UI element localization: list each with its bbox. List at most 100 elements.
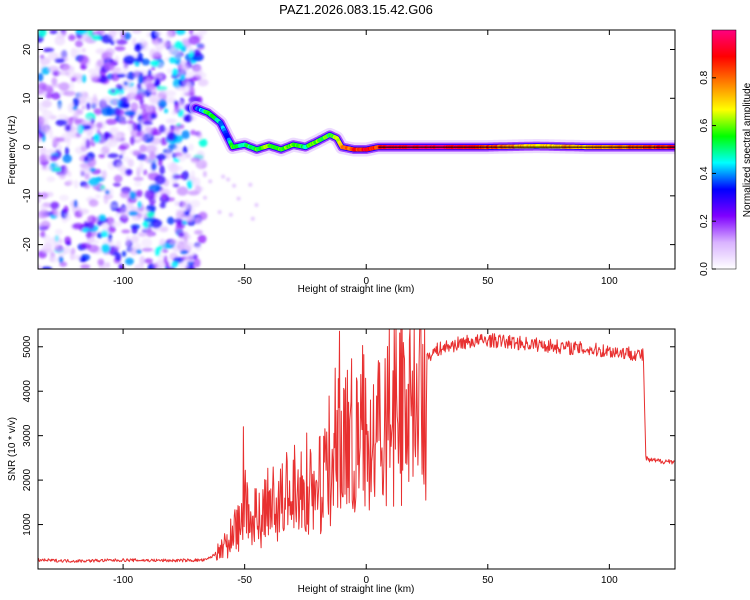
noise-blob <box>144 126 153 134</box>
noise-blob <box>41 124 49 135</box>
noise-blob <box>96 220 103 227</box>
noise-blob <box>154 77 161 88</box>
noise-blob <box>142 120 153 126</box>
noise-blob <box>39 57 51 66</box>
noise-blob <box>157 99 167 108</box>
noise-blob <box>176 186 189 196</box>
noise-blob <box>96 187 109 192</box>
noise-blob <box>135 249 142 254</box>
snr-panel: -100 -50 0 50 100 1000 2000 3000 4000 5000 Heigh… <box>7 328 676 595</box>
noise-blob <box>202 164 207 169</box>
noise-blob <box>127 119 135 125</box>
noise-blob <box>154 174 166 185</box>
noise-blob <box>150 219 163 229</box>
noise-blob <box>80 64 87 70</box>
noise-blob <box>159 88 167 94</box>
snr-series-line <box>38 329 675 563</box>
colorbar: 0.0 0.2 0.4 0.6 0.8 Normalized spectral ampl… <box>699 29 750 276</box>
noise-blob <box>103 141 112 150</box>
noise-blob <box>57 114 68 119</box>
noise-blob <box>45 86 54 91</box>
noise-blob <box>101 170 107 180</box>
noise-blob <box>88 177 100 187</box>
noise-blob <box>38 73 44 82</box>
noise-blob <box>155 153 167 161</box>
noise-blob <box>186 179 193 190</box>
noise-blob <box>168 49 175 55</box>
y-tick-label: 20 <box>22 44 33 56</box>
y-tick-label: -20 <box>22 237 33 252</box>
noise-blob <box>58 256 64 263</box>
noise-blob <box>67 102 76 113</box>
noise-blob <box>123 32 132 40</box>
noise-blob <box>93 108 103 115</box>
noise-blob <box>158 245 163 251</box>
spectrogram-y-axis-label: Frequency (Hz) <box>7 116 18 185</box>
noise-blob <box>119 102 129 109</box>
noise-blob <box>154 40 166 50</box>
noise-blob <box>102 223 109 232</box>
noise-blob <box>197 234 207 244</box>
noise-blob <box>192 49 201 57</box>
noise-blob <box>136 83 142 90</box>
y-tick-label: 1000 <box>22 513 33 536</box>
noise-blob <box>202 173 207 178</box>
noise-blob <box>47 65 59 72</box>
noise-blob <box>116 39 128 45</box>
noise-blob <box>254 203 259 207</box>
noise-blob <box>130 235 140 245</box>
noise-blob <box>99 148 105 153</box>
noise-blob <box>67 117 74 126</box>
noise-blob <box>175 30 186 35</box>
y-tick-label: 10 <box>22 92 33 104</box>
noise-blob <box>74 119 83 124</box>
noise-blob <box>143 221 149 229</box>
noise-blob <box>75 40 83 48</box>
noise-blob <box>130 135 135 146</box>
noise-blob <box>188 35 201 45</box>
noise-blob <box>180 63 187 73</box>
noise-blob <box>80 264 91 269</box>
noise-blob <box>168 56 177 64</box>
noise-blob <box>150 59 160 67</box>
noise-blob <box>185 153 192 159</box>
noise-blob <box>141 247 154 252</box>
noise-blob <box>81 242 92 250</box>
noise-blob <box>45 91 53 99</box>
noise-blob <box>98 214 106 221</box>
noise-blob <box>149 94 161 104</box>
noise-blob <box>125 235 131 246</box>
noise-blob <box>173 218 183 224</box>
spectrogram-marks <box>38 30 675 269</box>
noise-blob <box>171 110 177 116</box>
noise-blob <box>75 48 82 54</box>
noise-blob <box>70 47 78 58</box>
noise-blob <box>174 51 182 60</box>
noise-blob <box>120 207 130 217</box>
noise-blob <box>58 82 70 91</box>
noise-blob <box>86 102 91 110</box>
noise-blob <box>162 249 169 253</box>
noise-blob <box>182 146 188 154</box>
noise-blob <box>119 191 130 199</box>
noise-blob <box>74 179 79 189</box>
noise-blob <box>138 232 147 237</box>
noise-blob <box>197 78 209 87</box>
noise-blob <box>54 228 63 236</box>
noise-blob <box>146 104 154 113</box>
noise-blob <box>92 93 97 103</box>
noise-blob <box>38 44 41 54</box>
noise-blob <box>81 257 87 263</box>
noise-blob <box>107 153 119 159</box>
noise-blob <box>51 77 58 86</box>
noise-blob <box>194 185 202 195</box>
noise-blob <box>39 204 47 211</box>
noise-blob <box>108 187 114 197</box>
noise-blob <box>42 219 48 227</box>
noise-blob <box>163 108 169 114</box>
colorbar-label: Normalized spectral amplitude <box>742 82 750 217</box>
noise-blob <box>133 176 144 182</box>
noise-blob <box>125 257 134 266</box>
noise-blob <box>165 149 172 160</box>
noise-blob <box>130 102 139 112</box>
